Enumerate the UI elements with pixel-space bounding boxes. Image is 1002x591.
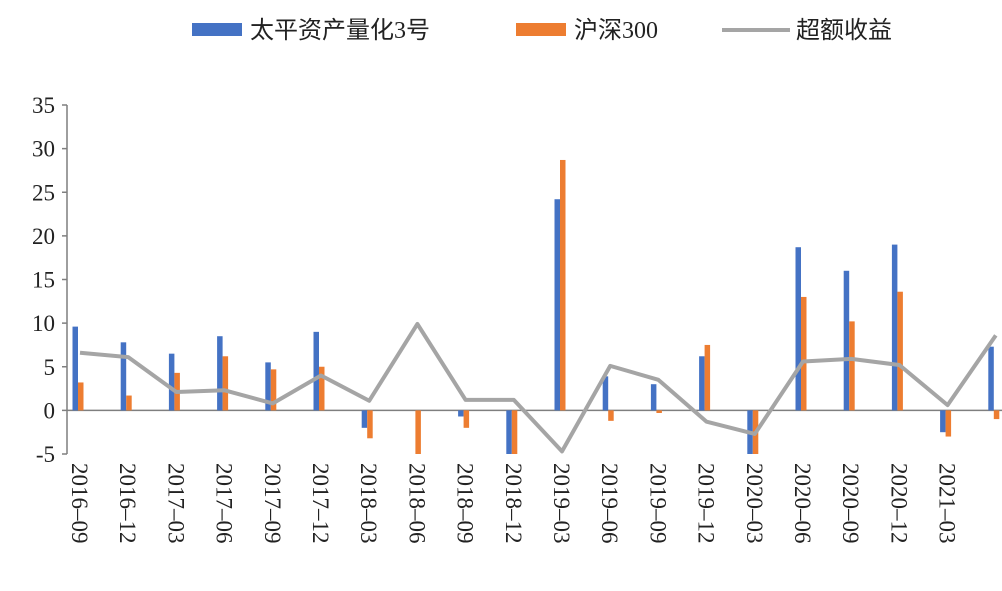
line-series-3 [79,321,998,454]
legend-swatch-series-2 [516,23,566,36]
bar-series-1 [120,342,127,411]
bar-series-1 [313,331,319,411]
x-tick-label: 2018–06 [404,463,429,544]
bar-series-2 [270,369,277,411]
bar-series-1 [168,353,175,411]
x-tick-label: 2017–09 [260,463,285,544]
bar-series-2 [367,410,373,439]
bar-series-2 [222,356,229,411]
bar-series-1 [458,410,464,417]
y-tick-label: -5 [36,442,55,467]
bar-series-2 [993,410,1000,420]
bar-series-2 [511,410,518,454]
bar-series-2 [801,296,807,411]
x-tick-label: 2020–03 [742,463,767,544]
bar-series-2 [560,159,566,411]
x-tick-label: 2017–06 [212,463,237,544]
bar-series-1 [72,326,78,411]
y-tick-label: 10 [32,311,55,336]
x-tick-label: 2018–09 [453,463,478,544]
legend-label-series-2: 沪深300 [574,17,658,44]
bar-series-2 [656,410,662,413]
bar-series-1 [650,384,657,411]
bar-series-1 [554,199,560,411]
bar-series-2 [319,366,325,411]
bar-series-1 [602,376,609,411]
x-tick-label: 2019–12 [694,463,719,544]
bar-series-2 [704,344,711,411]
bar-series-2 [897,291,903,411]
x-tick-label: 2020–06 [790,463,815,544]
x-tick-label: 2016–12 [115,463,140,544]
bar-series-2 [849,321,855,411]
x-tick-label: 2017–03 [163,463,188,544]
bar-series-1 [795,247,801,411]
bar-series-1 [940,410,946,433]
bar-series-1 [699,356,705,411]
bar-series-2 [415,410,421,454]
bar-series-1 [506,410,512,454]
y-tick-label: 5 [44,355,56,380]
bar-series-1 [361,410,368,428]
bar-series-2 [126,395,132,411]
legend-swatch-series-1 [192,23,242,36]
bar-series-2 [463,410,470,428]
y-tick-label: 35 [32,93,55,118]
x-tick-label: 2019–06 [597,463,622,544]
bar-series-2 [608,410,614,421]
y-tick-label: 20 [32,224,55,249]
y-tick-label: 25 [32,180,55,205]
y-tick-label: 15 [32,268,55,293]
bar-series-1 [265,362,271,411]
bar-series-1 [217,336,223,411]
bar-series-1 [988,346,994,411]
x-tick-label: 2020–12 [886,463,911,544]
x-tick-label: 2021–03 [935,463,960,544]
legend-label-series-1: 太平资产量化3号 [250,17,430,44]
y-tick-label: 30 [32,137,55,162]
x-tick-label: 2019–09 [645,463,670,544]
y-tick-label: 0 [44,398,56,423]
bar-series-1 [891,244,898,411]
bar-series-2 [945,410,952,437]
x-tick-label: 2016–09 [67,463,92,544]
x-tick-label: 2018–03 [356,463,381,544]
bar-series-1 [843,270,850,411]
bar-series-2 [78,382,84,411]
x-tick-label: 2020–09 [838,463,863,544]
legend-label-series-3: 超额收益 [796,17,892,44]
x-tick-label: 2019–03 [549,463,574,544]
x-tick-label: 2017–12 [308,463,333,544]
legend: 太平资产量化3号 沪深300 超额收益 [192,17,892,44]
x-tick-label: 2018–12 [501,463,526,544]
